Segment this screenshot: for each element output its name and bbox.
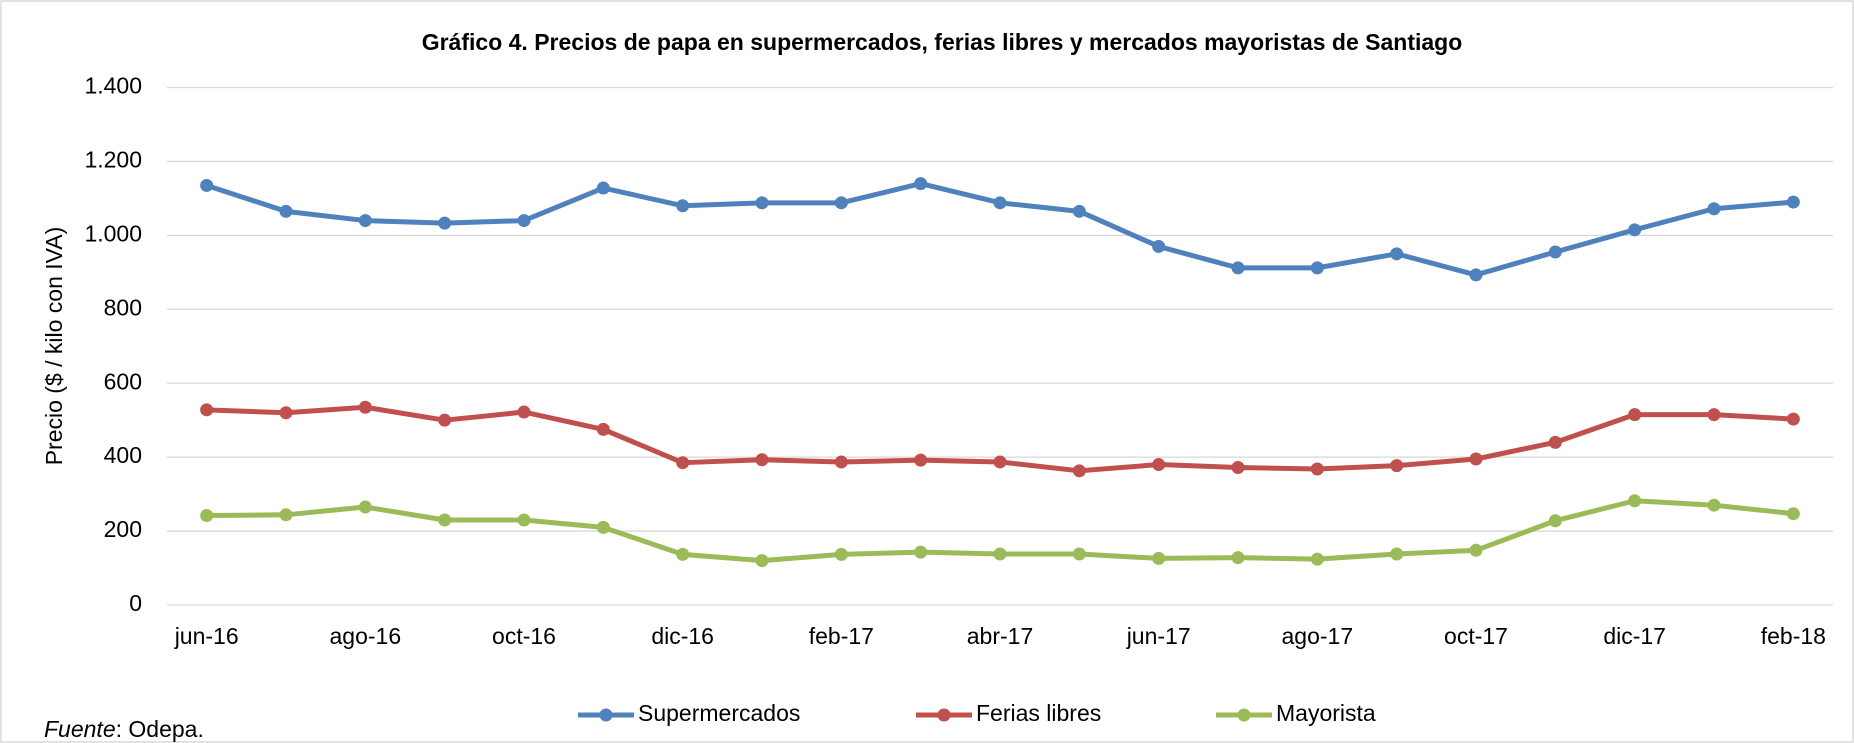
data-point xyxy=(1310,462,1324,476)
data-point xyxy=(1310,552,1324,566)
chart-title: Gráfico 4. Precios de papa en supermerca… xyxy=(422,29,1463,55)
data-point xyxy=(517,405,531,419)
legend-label: Mayorista xyxy=(1276,700,1376,726)
legend-label: Supermercados xyxy=(638,700,800,726)
data-point xyxy=(1628,223,1642,237)
y-tick-label: 0 xyxy=(129,590,142,616)
data-point xyxy=(200,178,214,192)
data-point xyxy=(676,199,690,213)
data-point xyxy=(993,455,1007,469)
data-point xyxy=(358,400,372,414)
source: Fuente: Odepa. xyxy=(44,716,204,742)
data-point xyxy=(676,456,690,470)
data-point xyxy=(596,422,610,436)
y-tick-label: 200 xyxy=(104,516,142,542)
data-point xyxy=(1231,551,1245,565)
data-point xyxy=(1628,408,1642,422)
data-point xyxy=(438,216,452,230)
data-point xyxy=(596,520,610,534)
data-point xyxy=(834,547,848,561)
x-tick-label: ago-17 xyxy=(1282,623,1354,649)
legend-label: Ferias libres xyxy=(976,700,1101,726)
data-point xyxy=(914,453,928,467)
data-point xyxy=(1390,547,1404,561)
data-point xyxy=(914,177,928,191)
data-point xyxy=(438,513,452,527)
data-point xyxy=(1152,551,1166,565)
data-point xyxy=(1548,435,1562,449)
data-point xyxy=(914,545,928,559)
data-point xyxy=(1786,195,1800,209)
data-point xyxy=(676,547,690,561)
data-point xyxy=(1707,408,1721,422)
data-point xyxy=(1152,458,1166,472)
x-tick-label: oct-16 xyxy=(492,623,556,649)
data-point xyxy=(1786,507,1800,521)
data-point xyxy=(1548,514,1562,528)
y-tick-label: 600 xyxy=(104,368,142,394)
data-point xyxy=(1469,452,1483,466)
x-tick-label: oct-17 xyxy=(1444,623,1508,649)
data-point xyxy=(1786,412,1800,426)
data-point xyxy=(1469,268,1483,282)
data-point xyxy=(993,196,1007,210)
data-point xyxy=(596,181,610,195)
data-point xyxy=(438,413,452,427)
data-point xyxy=(1072,464,1086,478)
data-point xyxy=(993,547,1007,561)
x-tick-label: feb-17 xyxy=(809,623,874,649)
legend-marker xyxy=(1237,708,1251,722)
data-point xyxy=(755,453,769,467)
x-tick-label: feb-18 xyxy=(1761,623,1826,649)
x-tick-label: jun-17 xyxy=(1126,623,1191,649)
y-tick-label: 400 xyxy=(104,442,142,468)
y-tick-label: 800 xyxy=(104,294,142,320)
data-point xyxy=(1390,247,1404,261)
data-point xyxy=(279,406,293,420)
y-tick-label: 1.200 xyxy=(84,147,142,173)
source-label: Fuente xyxy=(44,716,116,742)
data-point xyxy=(1152,239,1166,253)
legend-marker xyxy=(599,708,613,722)
data-point xyxy=(358,214,372,228)
data-point xyxy=(279,204,293,218)
data-point xyxy=(834,455,848,469)
data-point xyxy=(1310,261,1324,275)
data-point xyxy=(1072,547,1086,561)
data-point xyxy=(1707,498,1721,512)
y-tick-label: 1.400 xyxy=(84,73,142,99)
data-point xyxy=(200,403,214,417)
x-tick-label: jun-16 xyxy=(174,623,239,649)
data-point xyxy=(834,196,848,210)
data-point xyxy=(1231,261,1245,275)
data-point xyxy=(279,508,293,522)
data-point xyxy=(755,554,769,568)
y-axis-label: Precio ($ / kilo con IVA) xyxy=(41,227,67,466)
data-point xyxy=(1469,543,1483,557)
data-point xyxy=(200,509,214,523)
legend-marker xyxy=(937,708,951,722)
source-text: : Odepa. xyxy=(116,716,204,742)
data-point xyxy=(1390,459,1404,473)
data-point xyxy=(755,196,769,210)
data-point xyxy=(1072,204,1086,218)
x-tick-label: dic-17 xyxy=(1603,623,1666,649)
x-tick-label: ago-16 xyxy=(330,623,402,649)
data-point xyxy=(1231,460,1245,474)
data-point xyxy=(358,500,372,514)
data-point xyxy=(1548,245,1562,259)
data-point xyxy=(517,513,531,527)
data-point xyxy=(517,214,531,228)
x-tick-label: abr-17 xyxy=(967,623,1033,649)
y-tick-label: 1.000 xyxy=(84,220,142,246)
data-point xyxy=(1628,494,1642,508)
x-tick-label: dic-16 xyxy=(651,623,714,649)
data-point xyxy=(1707,202,1721,216)
